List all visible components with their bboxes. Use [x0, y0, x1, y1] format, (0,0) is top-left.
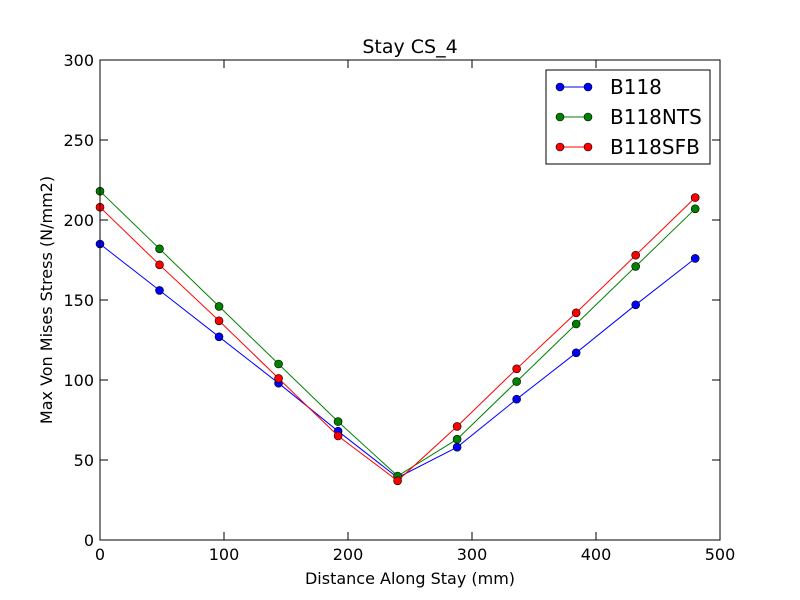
data-point: [214, 316, 224, 326]
data-point: [512, 394, 521, 404]
legend-marker: [583, 82, 593, 92]
series-b118sfb: [95, 193, 700, 486]
data-point: [452, 434, 462, 444]
data-point: [452, 442, 462, 452]
data-point: [155, 244, 164, 254]
data-point: [631, 262, 640, 271]
y-tick-label: 300: [63, 51, 94, 70]
legend-label: B118NTS: [610, 105, 702, 129]
legend-marker: [583, 112, 593, 122]
data-point: [571, 348, 581, 358]
legend: B118 B118NTS B118SFB: [545, 69, 711, 165]
x-tick-label: 200: [333, 545, 364, 564]
legend-label: B118SFB: [610, 135, 700, 159]
data-point: [690, 193, 700, 202]
data-point: [214, 302, 224, 311]
y-tick-label: 100: [63, 371, 94, 390]
data-point: [393, 476, 402, 486]
y-tick-label: 250: [63, 131, 94, 150]
y-tick-label: 200: [63, 211, 94, 230]
legend-marker: [583, 142, 593, 152]
data-point: [631, 250, 640, 260]
data-point: [631, 300, 640, 310]
legend-item-b118nts: B118NTS: [555, 105, 702, 129]
data-point: [512, 377, 521, 386]
series-b118: [95, 239, 700, 482]
x-axis-label: Distance Along Stay (mm): [305, 569, 515, 588]
series-line-b118nts: [99, 190, 696, 477]
x-tick-label: 400: [581, 545, 612, 564]
y-tick-label: 50: [74, 451, 94, 470]
data-point: [155, 286, 164, 295]
x-tick-label: 500: [705, 545, 736, 564]
data-point: [274, 359, 283, 369]
data-point: [571, 308, 581, 318]
data-point: [274, 374, 283, 383]
data-point: [452, 422, 462, 431]
data-point: [333, 431, 343, 441]
data-point: [512, 364, 521, 374]
series-b118nts: [95, 186, 700, 481]
legend-item-b118sfb: B118SFB: [555, 135, 700, 159]
ticks-layer: 0 100 200 300 400 500 0 50 100 150 200 250 300: [63, 51, 735, 564]
y-axis-label: Max Von Mises Stress (N/mm2): [37, 176, 56, 424]
data-point: [214, 332, 224, 342]
y-tick-label: 0: [84, 531, 94, 550]
legend-marker: [555, 112, 565, 122]
x-tick-label: 100: [209, 545, 240, 564]
data-point: [690, 254, 700, 263]
series-layer: [95, 186, 700, 486]
chart-title: Stay CS_4: [362, 36, 457, 58]
data-point: [333, 417, 343, 426]
data-point: [155, 260, 164, 270]
legend-item-b118: B118: [555, 75, 662, 99]
legend-marker: [555, 82, 565, 92]
series-line-b118: [99, 243, 696, 479]
x-tick-label: 0: [95, 545, 105, 564]
series-line-b118sfb: [99, 197, 696, 482]
x-tick-label: 300: [457, 545, 488, 564]
data-point: [690, 204, 700, 214]
y-tick-label: 150: [63, 291, 94, 310]
legend-label: B118: [610, 75, 662, 99]
legend-marker: [555, 142, 565, 152]
data-point: [571, 319, 581, 329]
